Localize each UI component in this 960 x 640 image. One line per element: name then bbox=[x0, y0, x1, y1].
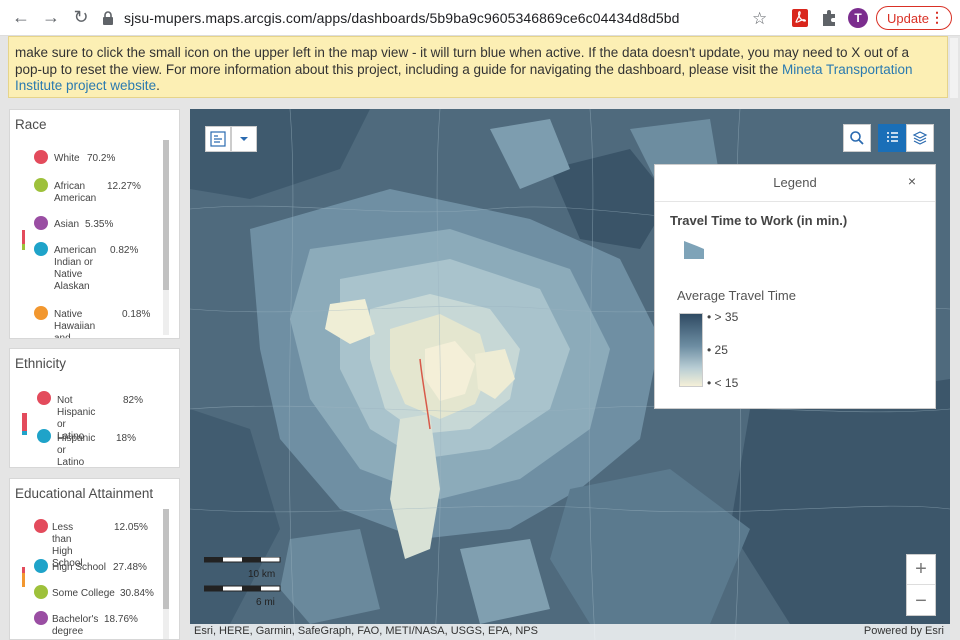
update-label: Update bbox=[887, 10, 929, 26]
education-label: Some College bbox=[52, 588, 115, 599]
scale-km: 10 km bbox=[248, 569, 276, 580]
legend-dot bbox=[34, 216, 48, 230]
url-text: sjsu-mupers.maps.arcgis.com/apps/dashboa… bbox=[124, 10, 680, 26]
ramp-label-mid: • 25 bbox=[707, 343, 728, 357]
ethnicity-value: 18% bbox=[116, 433, 137, 444]
profile-avatar[interactable]: T bbox=[848, 8, 868, 28]
back-arrow-icon[interactable]: ← bbox=[12, 7, 30, 27]
legend-layer-title: Travel Time to Work (in min.) bbox=[670, 213, 848, 228]
powered-by-esri[interactable]: Powered by Esri bbox=[863, 625, 944, 637]
education-label: Bachelor's degree bbox=[52, 614, 99, 637]
legend-toggle-icon[interactable] bbox=[878, 124, 906, 152]
legend-divider bbox=[655, 201, 935, 202]
legend-dot bbox=[34, 242, 48, 256]
attribution-text[interactable]: Esri, HERE, Garmin, SafeGraph, FAO, METI… bbox=[194, 625, 538, 637]
legend-dot bbox=[34, 150, 48, 164]
ethnicity-label: Hispanic or Latino bbox=[57, 433, 96, 468]
color-ramp bbox=[679, 313, 703, 387]
ethnicity-stacked-bar bbox=[22, 413, 27, 435]
zoom-out-button[interactable]: − bbox=[915, 589, 927, 612]
menu-dots-icon: ⋮ bbox=[930, 9, 944, 25]
race-value: 0.82% bbox=[110, 245, 139, 256]
scale-bar: 10 km 6 mi bbox=[203, 556, 284, 617]
ethnicity-title: Ethnicity bbox=[15, 356, 67, 371]
bookmark-star-icon[interactable]: ☆ bbox=[752, 9, 768, 28]
race-value: 12.27% bbox=[107, 181, 141, 192]
race-label: American Indian or Native Alaskan bbox=[54, 245, 97, 292]
legend-dot bbox=[34, 611, 48, 625]
layers-icon[interactable] bbox=[906, 124, 934, 152]
education-scroll-thumb[interactable] bbox=[163, 509, 169, 609]
pdf-extension-icon[interactable] bbox=[790, 8, 810, 28]
ethnicity-panel: Ethnicity Not Hispanic or Latino 82% His… bbox=[9, 348, 180, 468]
search-icon[interactable] bbox=[843, 124, 871, 152]
race-scrollbar[interactable] bbox=[163, 140, 169, 335]
legend-dot bbox=[34, 178, 48, 192]
legend-dot bbox=[37, 391, 51, 405]
legend-dot bbox=[34, 519, 48, 533]
attribution-bar: Esri, HERE, Garmin, SafeGraph, FAO, METI… bbox=[190, 624, 950, 640]
race-value: 0.18% bbox=[122, 309, 151, 320]
race-title: Race bbox=[15, 117, 47, 132]
education-title: Educational Attainment bbox=[15, 486, 154, 501]
banner-scrollbar[interactable] bbox=[950, 38, 958, 98]
notice-line-2: pop-up to reset the view. For more infor… bbox=[15, 61, 913, 77]
mti-link-part2[interactable]: Institute project website bbox=[15, 78, 157, 93]
education-panel: Educational Attainment Less than High Sc… bbox=[9, 478, 180, 640]
race-label: African American bbox=[54, 181, 97, 204]
race-scroll-thumb[interactable] bbox=[163, 140, 169, 290]
race-panel: Race White 70.2% African American 12.27%… bbox=[9, 109, 180, 339]
ethnicity-value: 82% bbox=[123, 395, 144, 406]
education-label: High School bbox=[52, 562, 106, 573]
forward-arrow-icon[interactable]: → bbox=[42, 7, 60, 27]
extensions-puzzle-icon[interactable] bbox=[820, 8, 838, 28]
reload-icon[interactable]: ↻ bbox=[73, 7, 89, 27]
lock-icon bbox=[100, 10, 116, 26]
map-filter-dropdown-icon[interactable] bbox=[231, 126, 257, 152]
race-label: Asian bbox=[54, 219, 80, 230]
update-button[interactable]: Update ⋮ bbox=[876, 6, 952, 30]
education-value: 30.84% bbox=[120, 588, 154, 599]
map-view[interactable]: Legend × Travel Time to Work (in min.) A… bbox=[190, 109, 950, 640]
legend-dot bbox=[37, 429, 51, 443]
race-label: White bbox=[54, 153, 80, 164]
education-value: 18.76% bbox=[104, 614, 138, 625]
ramp-label-low: • < 15 bbox=[707, 376, 739, 390]
education-value: 27.48% bbox=[113, 562, 147, 573]
notice-line-3: Institute project website. bbox=[15, 78, 160, 93]
info-banner: make sure to click the small icon on the… bbox=[8, 36, 948, 98]
education-value: 12.05% bbox=[114, 522, 148, 533]
mti-link-part1[interactable]: Mineta Transportation bbox=[781, 61, 913, 77]
legend-panel: Legend × Travel Time to Work (in min.) A… bbox=[654, 164, 936, 409]
ethnicity-label: Not Hispanic or Latino bbox=[57, 395, 96, 442]
close-icon[interactable]: × bbox=[907, 173, 916, 189]
address-bar[interactable]: sjsu-mupers.maps.arcgis.com/apps/dashboa… bbox=[100, 4, 780, 32]
legend-field-name: Average Travel Time bbox=[677, 288, 796, 303]
notice-line-1: make sure to click the small icon on the… bbox=[15, 45, 910, 60]
education-stacked-bar bbox=[22, 567, 25, 587]
zoom-in-button[interactable]: + bbox=[907, 555, 935, 585]
map-filter-icon[interactable] bbox=[205, 126, 231, 152]
race-value: 5.35% bbox=[85, 219, 114, 230]
zoom-control: + − bbox=[906, 554, 936, 616]
legend-dot bbox=[34, 585, 48, 599]
ramp-label-high: • > 35 bbox=[707, 310, 739, 324]
legend-dot bbox=[34, 559, 48, 573]
race-label: Native Hawaiian and Other bbox=[54, 309, 96, 339]
legend-title: Legend bbox=[773, 175, 817, 190]
education-label: Less than High School bbox=[52, 522, 83, 569]
race-value: 70.2% bbox=[87, 153, 116, 164]
race-stacked-bar bbox=[22, 230, 25, 250]
browser-toolbar: ← → ↻ sjsu-mupers.maps.arcgis.com/apps/d… bbox=[0, 0, 960, 36]
education-scrollbar[interactable] bbox=[163, 509, 169, 639]
scale-mi: 6 mi bbox=[256, 597, 275, 608]
legend-dot bbox=[34, 306, 48, 320]
polygon-swatch-icon bbox=[684, 241, 704, 259]
